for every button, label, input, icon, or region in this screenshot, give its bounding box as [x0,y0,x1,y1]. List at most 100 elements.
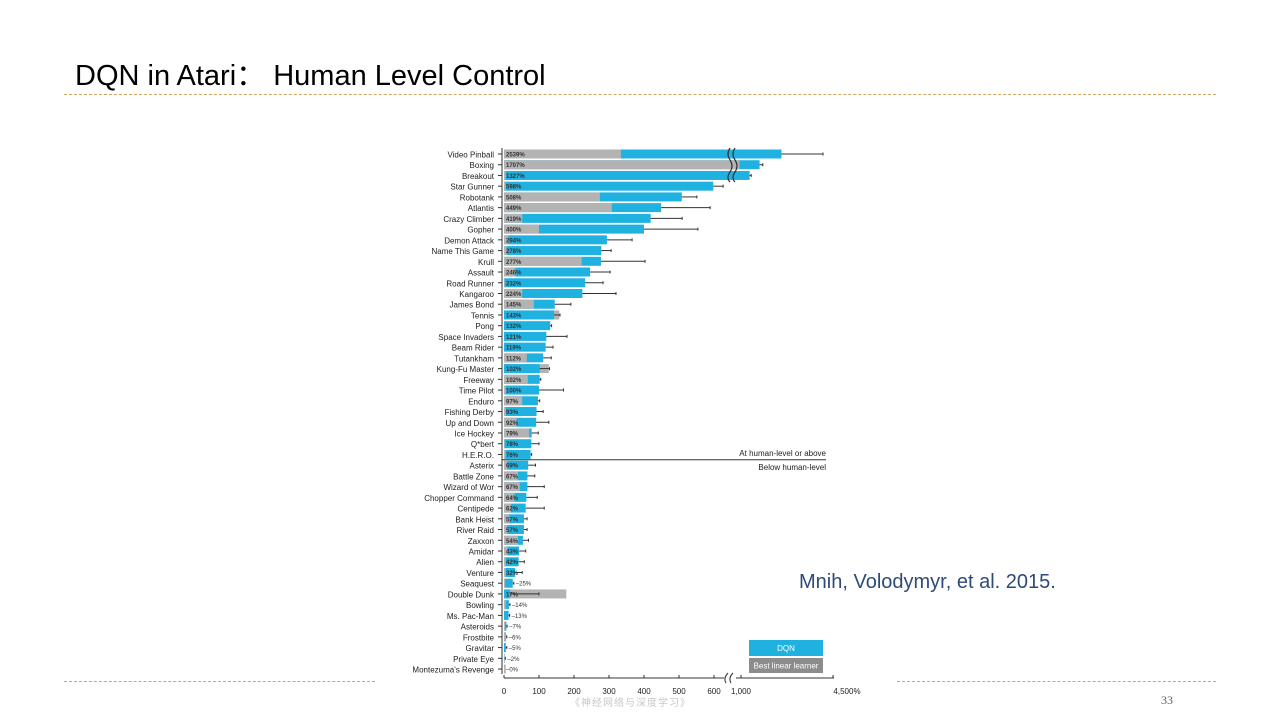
dqn-bar [504,417,537,427]
value-label: 67% [506,485,519,491]
footer-text: 《神经网络与深度学习》 [570,698,691,709]
linear-bar [504,535,518,545]
value-label: 508% [506,195,522,201]
game-label: Double Dunk [448,590,495,599]
value-label: 143% [506,313,522,319]
value-label: 76% [506,453,519,459]
value-label: 132% [506,324,522,330]
game-label: Asterix [470,462,494,471]
game-label: Boxing [470,161,494,170]
game-label: Tennis [471,311,494,320]
linear-bar [504,471,518,481]
value-label: 67% [506,474,519,480]
linear-bar [504,578,506,588]
dqn-bar [504,170,750,180]
value-label: 43% [506,550,519,556]
x-tick-label: 1,000 [731,687,752,696]
value-label: 102% [506,367,522,373]
game-label: James Bond [450,301,494,310]
linear-bar [504,246,507,256]
bottom-divider-right [897,681,1216,682]
linear-bar [504,417,517,427]
dqn-bar [504,514,524,524]
game-label: Gravitar [466,644,495,653]
linear-bar [504,664,506,674]
game-label: Gopher [467,226,494,235]
game-label: Road Runner [446,279,494,288]
game-label: Zaxxon [468,537,494,546]
linear-bar [504,278,505,288]
top-divider [64,94,1216,95]
x-tick-label: 0 [502,687,507,696]
game-label: Pong [475,322,494,331]
dqn-bar [504,546,520,556]
linear-bar [504,353,527,363]
linear-bar [504,525,508,535]
x-tick-label: 4,500% [833,687,860,696]
dqn-bar [504,278,586,288]
linear-bar [504,203,612,213]
game-label: Up and Down [446,419,494,428]
value-label: 224% [506,292,522,298]
linear-bar [504,267,516,277]
slide-title: DQN in Atari： Human Level Control [75,60,546,92]
dqn-bar [504,492,527,502]
x-tick-label: 600 [707,687,721,696]
bottom-divider-left [64,681,375,682]
game-label: Alien [476,558,494,567]
value-label: 1707% [506,163,525,169]
linear-bar [504,546,508,556]
value-label: 92% [506,421,519,427]
linear-bar [504,632,506,642]
value-label: –14% [512,603,528,609]
game-label: Time Pilot [459,387,495,396]
x-tick-label: 500 [672,687,686,696]
value-label: –13% [512,614,528,620]
dqn-bar [504,331,547,341]
linear-bar [504,192,600,202]
game-label: Fishing Derby [445,408,494,417]
value-label: 102% [506,378,522,384]
value-label: –0% [506,668,519,674]
linear-bar [504,621,506,631]
dqn-bar [504,610,509,620]
value-label: 112% [506,356,522,362]
dqn-bar [504,321,551,331]
value-label: 294% [506,238,522,244]
dqn-bar [504,503,526,513]
game-label: Atlantis [468,204,494,213]
below-human-label: Below human-level [758,463,826,472]
above-human-label: At human-level or above [739,449,826,458]
value-label: –25% [516,582,532,588]
linear-bar [504,460,508,470]
dqn-bar [504,342,546,352]
game-label: Star Gunner [450,183,494,192]
game-label: Kung-Fu Master [437,365,495,374]
dqn-bar [504,578,513,588]
value-label: 246% [506,271,522,277]
dqn-bar [504,246,602,256]
legend-dqn-swatch [749,640,823,656]
game-label: Centipede [458,505,495,514]
linear-bar [504,299,534,309]
game-label: Tutankham [454,354,494,363]
linear-bar [504,149,621,159]
value-label: 598% [506,185,522,191]
value-label: 17% [506,592,519,598]
value-label: 57% [506,528,519,534]
value-label: 2539% [506,153,525,159]
page-number: 33 [1161,693,1173,707]
linear-bar [504,288,523,298]
value-label: 277% [506,260,522,266]
legend-dqn-label: DQN [777,644,795,653]
game-label: Frostbite [463,633,495,642]
game-label: Asteroids [461,623,494,632]
game-label: Crazy Climber [443,215,494,224]
dqn-bar [504,449,531,459]
linear-bar [504,224,539,234]
dqn-bar [504,364,540,374]
game-label: River Raid [457,526,494,535]
dqn-bar [504,385,539,395]
linear-bar [504,213,523,223]
